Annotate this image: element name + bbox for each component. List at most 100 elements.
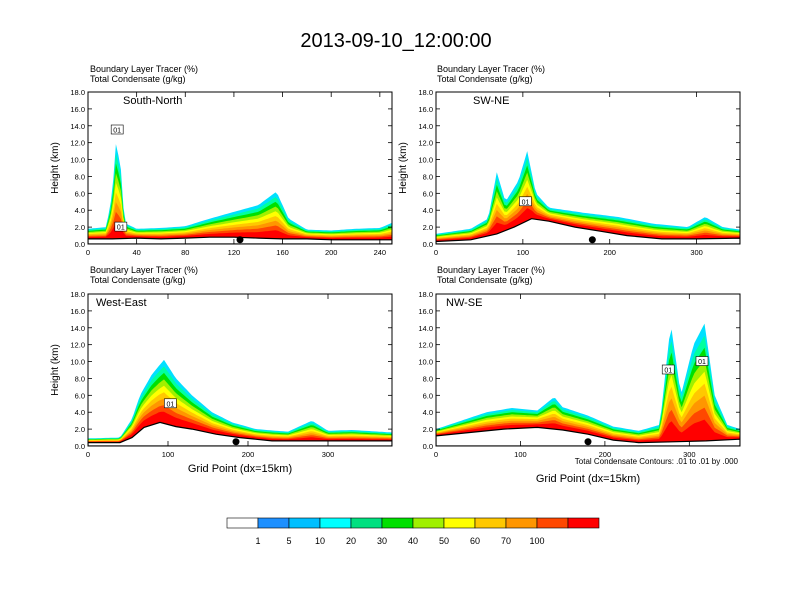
colorbar-box: [257, 517, 290, 529]
colorbar-box: [226, 517, 259, 529]
panel-frame: [435, 293, 741, 447]
contour-label: 01: [698, 359, 706, 366]
panel-frame: [87, 91, 393, 245]
y-axis-label: Height (km): [398, 142, 409, 194]
x-tick-label: 40: [132, 248, 140, 257]
y-tick-label: 0.0: [423, 240, 433, 249]
colorbar: 1 5 10 20 30 40 50 60 70 100: [226, 517, 600, 546]
field-label-tracer: Boundary Layer Tracer (%): [437, 64, 545, 74]
colorbar-box: [567, 517, 600, 529]
y-tick-label: 12.0: [418, 139, 433, 148]
panel-nw-se: Boundary Layer Tracer (%) Total Condensa…: [418, 265, 741, 485]
panel-label: West-East: [96, 297, 147, 309]
y-axis-label: Height (km): [50, 142, 61, 194]
x-tick-label: 100: [514, 450, 527, 459]
y-tick-label: 8.0: [423, 374, 433, 383]
y-tick-label: 2.0: [423, 425, 433, 434]
x-tick-label: 200: [603, 248, 616, 257]
y-tick-label: 16.0: [70, 307, 85, 316]
y-axis-label: Height (km): [50, 344, 61, 396]
y-tick-label: 10.0: [418, 156, 433, 165]
y-tick-label: 14.0: [418, 324, 433, 333]
field-label-condensate: Total Condensate (g/kg): [437, 275, 533, 285]
panel-label: South-North: [123, 95, 182, 107]
y-tick-label: 6.0: [75, 391, 85, 400]
x-tick-label: 300: [322, 450, 335, 459]
x-tick-label: 200: [242, 450, 255, 459]
y-tick-label: 4.0: [423, 206, 433, 215]
y-tick-label: 4.0: [75, 206, 85, 215]
y-tick-label: 4.0: [75, 408, 85, 417]
x-tick-label: 300: [690, 248, 703, 257]
colorbar-box: [288, 517, 321, 529]
x-tick-label: 0: [86, 450, 90, 459]
x-tick-label: 160: [276, 248, 289, 257]
contour-label-box: [661, 364, 675, 375]
y-tick-label: 12.0: [70, 341, 85, 350]
x-tick-label: 200: [325, 248, 338, 257]
panel-frame: [87, 293, 393, 447]
y-tick-label: 14.0: [70, 324, 85, 333]
contour-label-box: [695, 356, 709, 366]
panel-south-north: Boundary Layer Tracer (%) Total Condensa…: [50, 64, 393, 257]
contour-label-box: [110, 124, 124, 135]
colorbar-label: 70: [501, 536, 511, 546]
x-tick-label: 300: [683, 450, 696, 459]
y-tick-label: 8.0: [75, 374, 85, 383]
location-marker: [232, 438, 240, 446]
y-tick-label: 12.0: [418, 341, 433, 350]
x-tick-label: 100: [162, 450, 175, 459]
field-label-tracer: Boundary Layer Tracer (%): [437, 265, 545, 275]
location-marker: [236, 236, 244, 244]
colorbar-box: [505, 517, 538, 529]
field-label-tracer: Boundary Layer Tracer (%): [90, 265, 198, 275]
colorbar-label: 30: [377, 536, 387, 546]
colorbar-box: [536, 517, 569, 529]
contour-label: 01: [167, 401, 175, 408]
colorbar-box: [381, 517, 414, 529]
y-tick-label: 8.0: [75, 172, 85, 181]
field-label-condensate: Total Condensate (g/kg): [90, 275, 186, 285]
panel-west-east: Boundary Layer Tracer (%) Total Condensa…: [50, 265, 393, 475]
panel-frame: [435, 91, 741, 245]
panel-sw-ne: Boundary Layer Tracer (%) Total Condensa…: [398, 64, 741, 257]
y-tick-label: 12.0: [70, 139, 85, 148]
colorbar-label: 60: [470, 536, 480, 546]
colorbar-label: 50: [439, 536, 449, 546]
contour-label-box: [164, 398, 177, 409]
y-tick-label: 0.0: [75, 442, 85, 451]
location-marker: [588, 236, 596, 244]
contour-label-box: [519, 196, 532, 207]
colorbar-box: [412, 517, 445, 529]
tracer-band: [88, 211, 392, 244]
terrain: [436, 426, 740, 446]
terrain: [436, 218, 740, 244]
terrain: [88, 421, 392, 446]
y-tick-label: 14.0: [70, 122, 85, 131]
main-title: 2013-09-10_12:00:00: [300, 30, 492, 52]
y-tick-label: 10.0: [418, 358, 433, 367]
location-marker: [584, 438, 592, 446]
colorbar-box: [443, 517, 476, 529]
colorbar-label: 10: [315, 536, 325, 546]
contour-label: 01: [522, 199, 530, 206]
y-tick-label: 6.0: [423, 189, 433, 198]
x-tick-label: 120: [228, 248, 241, 257]
y-tick-label: 18.0: [70, 88, 85, 97]
colorbar-box: [474, 517, 507, 529]
x-axis-label: Grid Point (dx=15km): [188, 463, 292, 475]
colorbar-label: 20: [346, 536, 356, 546]
contour-label: 01: [664, 368, 672, 375]
y-tick-label: 16.0: [418, 105, 433, 114]
colorbar-label: 40: [408, 536, 418, 546]
x-axis-label: Grid Point (dx=15km): [536, 473, 640, 485]
y-tick-label: 8.0: [423, 172, 433, 181]
x-tick-label: 0: [434, 248, 438, 257]
panel-label: NW-SE: [446, 297, 482, 309]
colorbar-label: 5: [286, 536, 291, 546]
x-tick-label: 80: [181, 248, 189, 257]
y-tick-label: 2.0: [75, 223, 85, 232]
y-tick-label: 0.0: [423, 442, 433, 451]
y-tick-label: 6.0: [75, 189, 85, 198]
